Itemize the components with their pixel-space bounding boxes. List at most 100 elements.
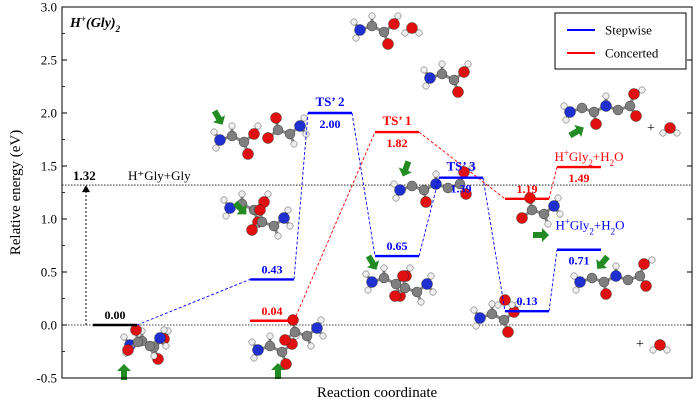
- molecule-int2: [390, 164, 476, 208]
- connector-line: [548, 249, 558, 312]
- atom: [266, 332, 274, 340]
- atom: [307, 342, 315, 350]
- atom: [399, 282, 411, 294]
- atom: [220, 196, 228, 204]
- atom: [290, 140, 298, 148]
- atom: [284, 206, 292, 214]
- atom: [268, 220, 280, 232]
- atom: [294, 120, 306, 132]
- atom: [673, 129, 681, 137]
- atom: [638, 86, 646, 94]
- atom: [664, 122, 676, 134]
- molecule-product-a: [560, 86, 646, 130]
- atom: [226, 130, 238, 142]
- atom: [250, 354, 258, 362]
- atom: [366, 20, 378, 32]
- atom: [460, 188, 472, 200]
- legend: Stepwise Concerted: [554, 12, 687, 70]
- molecule-ts1-a: [350, 12, 402, 50]
- atom: [502, 326, 514, 338]
- molecule-ts1-b: [420, 60, 472, 98]
- atom: [272, 124, 284, 136]
- atom: [430, 178, 442, 190]
- atom: [436, 68, 448, 80]
- atom: [132, 336, 144, 348]
- chart-title: H+(Gly)2: [69, 14, 121, 34]
- y-tick-label: 1.5: [41, 159, 57, 174]
- molecule-int3-a: [362, 264, 414, 302]
- molecule-ts1-water: [401, 22, 423, 37]
- atom: [418, 184, 430, 196]
- atom: [427, 272, 435, 280]
- value-label: 0.43: [262, 262, 283, 276]
- atom: [654, 339, 666, 351]
- molecule-ts3-a: [470, 300, 522, 338]
- value-label: 1.49: [569, 171, 590, 185]
- atom: [544, 220, 552, 228]
- connector-line: [548, 166, 558, 199]
- atom: [590, 118, 602, 130]
- connector-line: [293, 131, 376, 321]
- value-label: 0.00: [105, 308, 126, 322]
- atom: [420, 66, 428, 74]
- atom: [498, 314, 510, 326]
- atom: [422, 82, 430, 90]
- atom: [354, 24, 366, 36]
- atom: [638, 258, 650, 270]
- atom: [464, 60, 472, 68]
- atom: [560, 102, 568, 110]
- atom: [280, 358, 292, 370]
- atom: [538, 208, 550, 220]
- atom: [222, 212, 230, 220]
- atom: [279, 334, 291, 346]
- atom: [648, 256, 656, 264]
- atom: [388, 18, 400, 30]
- atom: [488, 300, 496, 308]
- atom: [417, 298, 425, 306]
- atom: [432, 170, 440, 178]
- atom: [438, 60, 446, 68]
- value-label: 0.13: [517, 294, 538, 308]
- value-label: 1.82: [387, 136, 408, 150]
- legend-label: Concerted: [605, 46, 659, 61]
- atom: [228, 122, 236, 130]
- molecule-ts2-a: [210, 122, 262, 160]
- connector-line: [136, 279, 251, 326]
- y-tick-label: 2.0: [41, 106, 57, 121]
- y-tick-label: 2.5: [41, 53, 57, 68]
- atom: [468, 164, 476, 172]
- reference-value-label: 1.32: [73, 168, 96, 183]
- value-label: 0.04: [262, 304, 283, 318]
- reference-arrow-head: [82, 185, 90, 193]
- atom: [289, 326, 301, 338]
- atom: [554, 194, 562, 202]
- level-labels: 0.00 0.43 2.00 0.65 1.39 0.13 0.71 0.04 1.82 1.19…: [105, 94, 625, 322]
- atom: [612, 262, 620, 270]
- molecule-int3-b: [389, 270, 437, 306]
- atom: [238, 136, 250, 148]
- atom: [160, 326, 168, 334]
- atom: [454, 178, 466, 190]
- atom: [162, 342, 170, 350]
- atom: [628, 88, 640, 100]
- molecule-reactant-b: [122, 324, 170, 360]
- connector-lines: [136, 112, 558, 326]
- atom: [406, 22, 418, 34]
- product-label-stepwise: H+Gly2+H2O: [555, 217, 624, 237]
- atom: [470, 306, 478, 314]
- atom: [516, 212, 528, 224]
- plus-sign: +: [636, 337, 644, 352]
- atom: [366, 276, 378, 288]
- arrow-shape: [398, 160, 412, 177]
- molecule-product-b: [570, 256, 656, 300]
- atom: [572, 286, 580, 294]
- atom: [362, 270, 370, 278]
- atom: [600, 288, 612, 300]
- y-tick-label: 0.0: [41, 318, 57, 333]
- value-label: 0.65: [387, 239, 408, 253]
- molecule-product-water-a: [659, 122, 681, 137]
- atom: [300, 114, 308, 122]
- atom: [380, 264, 388, 272]
- atom: [284, 128, 296, 140]
- atom: [246, 224, 258, 236]
